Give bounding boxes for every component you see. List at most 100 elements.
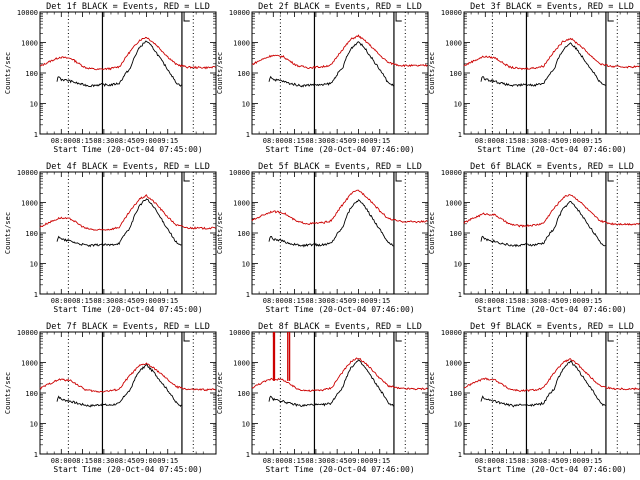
series-events-line	[268, 199, 394, 248]
y-tick-label: 10	[242, 101, 250, 109]
y-tick-label: 10000	[441, 9, 462, 17]
x-tick-label: 08:15	[284, 457, 305, 465]
y-tick-label: 1	[34, 451, 38, 459]
x-tick-label: 08:30	[93, 297, 114, 305]
marker-bracket	[395, 172, 402, 182]
x-tick-label: 08:30	[517, 137, 538, 145]
x-tick-label: 09:15	[369, 137, 390, 145]
x-tick-label: 08:30	[517, 457, 538, 465]
plot-frame	[39, 331, 217, 455]
plot-frame	[251, 331, 429, 455]
x-tick-label: 08:45	[115, 137, 136, 145]
y-tick-label: 100	[25, 230, 38, 238]
series-lld-line	[39, 36, 216, 71]
marker-bracket	[395, 12, 402, 22]
x-tick-label: 09:15	[581, 297, 602, 305]
x-tick-label: 08:30	[305, 297, 326, 305]
y-tick-label: 1	[458, 131, 462, 139]
x-tick-label: 09:00	[136, 297, 157, 305]
series-lld-line	[39, 362, 216, 393]
x-tick-label: 08:00	[263, 137, 284, 145]
marker-bracket	[607, 172, 614, 182]
x-tick-label: 08:45	[115, 297, 136, 305]
x-tick-label: 09:15	[157, 137, 178, 145]
y-tick-label: 10000	[17, 9, 38, 17]
y-tick-label: 100	[449, 230, 462, 238]
chart-title: Det 5f BLACK = Events, RED = LLD	[258, 162, 422, 172]
x-tick-label: 08:45	[115, 457, 136, 465]
x-tick-label: 08:45	[327, 457, 348, 465]
x-tick-label: 08:45	[539, 297, 560, 305]
x-tick-label: 08:15	[284, 137, 305, 145]
chart-panel-1: Det 1f BLACK = Events, RED = LLD 1 10 100 10…	[4, 2, 217, 154]
series-lld-line	[463, 37, 640, 71]
y-tick-label: 1000	[21, 40, 38, 48]
y-tick-label: 10	[454, 101, 462, 109]
plot-frame	[251, 171, 429, 295]
y-axis-label: Counts/sec	[216, 52, 224, 94]
x-axis-label: Start Time (20-Oct-04 07:45:00)	[53, 145, 202, 154]
x-tick-label: 08:00	[263, 297, 284, 305]
y-axis-label: Counts/sec	[216, 212, 224, 254]
y-tick-label: 1	[246, 131, 250, 139]
marker-bracket	[607, 12, 614, 22]
chart-title: Det 2f BLACK = Events, RED = LLD	[258, 2, 422, 12]
x-tick-label: 09:00	[136, 457, 157, 465]
y-tick-label: 1000	[233, 360, 250, 368]
marker-bracket	[183, 172, 190, 182]
x-axis-label: Start Time (20-Oct-04 07:46:00)	[477, 305, 626, 314]
y-axis-label: Counts/sec	[428, 212, 436, 254]
y-axis-label: Counts/sec	[428, 52, 436, 94]
series-events-line	[56, 364, 182, 408]
x-tick-label: 09:00	[560, 457, 581, 465]
y-tick-label: 1	[458, 291, 462, 299]
x-tick-label: 09:15	[157, 297, 178, 305]
x-tick-label: 08:45	[539, 137, 560, 145]
chart-panel-6: Det 6f BLACK = Events, RED = LLD 1 10 100 10…	[428, 162, 640, 314]
x-tick-label: 08:00	[475, 457, 496, 465]
x-axis-label: Start Time (20-Oct-04 07:46:00)	[265, 465, 414, 474]
series-lld-line	[39, 194, 216, 231]
plot-frame	[39, 11, 217, 135]
x-tick-label: 08:30	[305, 457, 326, 465]
y-tick-label: 10000	[441, 169, 462, 177]
x-tick-label: 08:15	[72, 137, 93, 145]
x-tick-label: 08:00	[475, 297, 496, 305]
x-tick-label: 09:15	[369, 457, 390, 465]
y-tick-label: 1	[458, 451, 462, 459]
marker-bracket	[183, 332, 190, 342]
y-axis-label: Counts/sec	[216, 372, 224, 414]
y-tick-label: 10	[454, 261, 462, 269]
series-events-line	[56, 198, 182, 248]
x-tick-label: 09:00	[136, 137, 157, 145]
y-tick-label: 10	[30, 261, 38, 269]
series-events-line	[268, 359, 394, 408]
y-axis-label: Counts/sec	[4, 372, 12, 414]
y-tick-label: 1	[246, 291, 250, 299]
plot-frame	[251, 11, 429, 135]
x-tick-label: 08:15	[496, 457, 517, 465]
chart-panel-2: Det 2f BLACK = Events, RED = LLD 1 10 100 10…	[216, 2, 429, 154]
plot-frame	[463, 331, 640, 455]
y-tick-label: 10000	[441, 329, 462, 337]
chart-title: Det 6f BLACK = Events, RED = LLD	[470, 162, 634, 172]
y-tick-label: 10000	[229, 9, 250, 17]
y-tick-label: 1000	[21, 360, 38, 368]
marker-bracket	[183, 12, 190, 22]
y-tick-label: 1000	[21, 200, 38, 208]
x-axis-label: Start Time (20-Oct-04 07:46:00)	[477, 465, 626, 474]
x-tick-label: 08:15	[284, 297, 305, 305]
chart-panel-7: Det 7f BLACK = Events, RED = LLD 1 10 100 10…	[4, 322, 217, 474]
y-tick-label: 10	[30, 421, 38, 429]
series-events-line	[56, 40, 182, 88]
chart-panel-3: Det 3f BLACK = Events, RED = LLD 1 10 100 10…	[428, 2, 640, 154]
chart-title: Det 7f BLACK = Events, RED = LLD	[46, 322, 210, 332]
x-tick-label: 09:00	[560, 297, 581, 305]
y-tick-label: 1000	[445, 40, 462, 48]
chart-title: Det 1f BLACK = Events, RED = LLD	[46, 2, 210, 12]
x-tick-label: 08:15	[72, 297, 93, 305]
chart-title: Det 8f BLACK = Events, RED = LLD	[258, 322, 422, 332]
x-tick-label: 08:45	[327, 297, 348, 305]
x-tick-label: 08:45	[327, 137, 348, 145]
chart-panel-5: Det 5f BLACK = Events, RED = LLD 1 10 100 10…	[216, 162, 429, 314]
